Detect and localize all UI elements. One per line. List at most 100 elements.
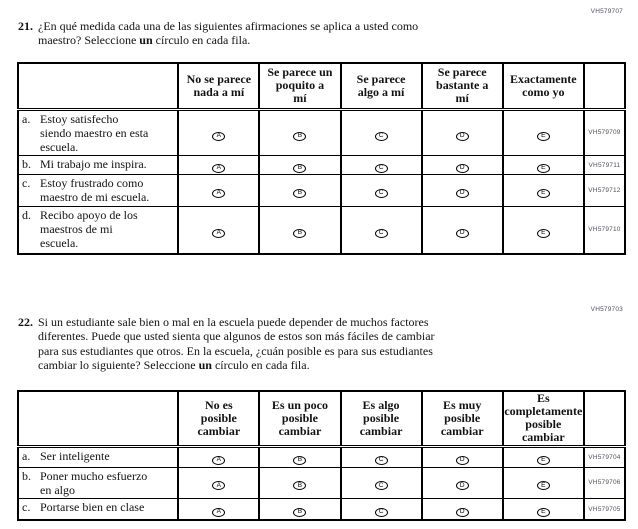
answer-circle-c[interactable]: C [374,189,388,199]
answer-circle-b[interactable]: B [293,189,307,199]
question-21: 21. ¿En qué medida cada una de las sigui… [18,19,470,48]
q21d-statement: d. Recibo apoyo de los maestros de mi esc… [16,205,180,255]
q21a-statement: a. Estoy satisfecho siendo maestro en est… [16,108,180,157]
answer-circle-d[interactable]: D [455,481,469,491]
answer-circle-d[interactable]: D [455,163,469,173]
q21c-statement: c. Estoy frustrado como maestro de mi esc… [16,174,180,207]
answer-circle-b[interactable]: B [293,507,307,517]
q22-header-row: No es posible cambiar Es un poco posible… [16,390,627,448]
q21b-statement: b. Mi trabajo me inspira. [16,155,180,176]
q22c-item-text: Portarse bien en clase [40,499,145,514]
q22b-row-code: VH579706 [582,466,627,499]
q21-header-blank [16,62,180,111]
q22c-item-letter: c. [22,499,31,514]
q22a-item-letter: a. [22,448,31,463]
q21a-row-code: VH579709 [582,108,627,157]
q22-header-col4: Es muy posible cambiar [420,390,504,448]
question-21-text-bold: un [139,33,153,48]
answer-circle-a[interactable]: A [212,189,226,199]
q22c-statement: c. Portarse bien en clase [16,497,180,521]
answer-circle-a[interactable]: A [212,131,226,141]
q22-response-table: No es posible cambiar Es un poco posible… [16,390,627,522]
q22a-item-text: Ser inteligente [40,448,110,463]
answer-circle-b[interactable]: B [293,131,307,141]
q21d-item-letter: d. [22,207,31,222]
answer-circle-e[interactable]: E [536,455,550,465]
answer-circle-a[interactable]: A [212,228,226,238]
question-21-text-after: círculo en cada fila. [152,33,251,48]
answer-circle-a[interactable]: A [212,507,226,517]
q21b-item-text: Mi trabajo me inspira. [40,157,147,172]
q21c-item-text: Estoy frustrado como maestro de mi escue… [40,176,150,205]
q22-header-col2: Es un poco posible cambiar [258,390,342,448]
q22-header-code-col [582,390,627,448]
answer-circle-d[interactable]: D [455,507,469,517]
q21-header-col4: Se parece bastante a mí [420,62,504,111]
answer-circle-c[interactable]: C [374,481,388,491]
answer-circle-e[interactable]: E [536,228,550,238]
q22-header-col3: Es algo posible cambiar [339,390,423,448]
answer-circle-e[interactable]: E [536,163,550,173]
q21-header-col1: No se parece nada a mí [177,62,261,111]
question-22-number: 22. [18,315,33,329]
q21-header-col3: Se parece algo a mí [339,62,423,111]
table-row-q22c: c. Portarse bien en clase A B C D E VH579… [16,497,627,521]
table-row-q21d: d. Recibo apoyo de los maestros de mi esc… [16,205,627,255]
answer-circle-c[interactable]: C [374,455,388,465]
q21-header-col5: Exactamente como yo [501,62,585,111]
answer-circle-b[interactable]: B [293,455,307,465]
answer-circle-e[interactable]: E [536,507,550,517]
answer-circle-a[interactable]: A [212,455,226,465]
answer-circle-d[interactable]: D [455,455,469,465]
answer-circle-c[interactable]: C [374,507,388,517]
q21-header-col2: Se parece un poquito a mí [258,62,342,111]
q21-header-code-col [582,62,627,111]
answer-circle-e[interactable]: E [536,481,550,491]
answer-circle-d[interactable]: D [455,189,469,199]
answer-circle-b[interactable]: B [293,228,307,238]
q22-header-col1: No es posible cambiar [177,390,261,448]
q22-header-col5: Es completamente posible cambiar [501,390,585,448]
answer-circle-a[interactable]: A [212,163,226,173]
q21b-row-code: VH579711 [582,155,627,176]
question-21-code: VH579707 [590,8,623,15]
answer-circle-d[interactable]: D [455,228,469,238]
answer-circle-e[interactable]: E [536,189,550,199]
q22b-item-text: Poner mucho esfuerzo en algo [40,468,148,497]
question-21-text: ¿En qué medida cada una de las siguiente… [38,19,418,48]
question-22-text: Si un estudiante sale bien o mal en la e… [38,315,435,372]
question-22-text-after: círculo en cada fila. [211,357,310,372]
q21d-row-code: VH579710 [582,205,627,255]
question-22-code: VH579703 [590,306,623,313]
q21a-item-text: Estoy satisfecho siendo maestro en esta … [40,111,149,154]
answer-circle-c[interactable]: C [374,163,388,173]
q21b-item-letter: b. [22,157,31,172]
q21-header-row: No se parece nada a mí Se parece un poqu… [16,62,627,111]
q21c-row-code: VH579712 [582,174,627,207]
answer-circle-c[interactable]: C [374,131,388,141]
q21c-item-letter: c. [22,176,31,191]
q22b-statement: b. Poner mucho esfuerzo en algo [16,466,180,499]
answer-circle-e[interactable]: E [536,131,550,141]
question-22-text-bold: un [198,357,212,372]
question-22-text-before: Si un estudiante sale bien o mal en la e… [38,315,435,372]
q22a-statement: a. Ser inteligente [16,445,180,468]
question-22: 22. Si un estudiante sale bien o mal en … [18,315,543,372]
q22a-row-code: VH579704 [582,445,627,468]
answer-circle-c[interactable]: C [374,228,388,238]
answer-circle-b[interactable]: B [293,163,307,173]
table-row-q21b: b. Mi trabajo me inspira. A B C D E VH579… [16,155,627,176]
q22c-row-code: VH579705 [582,497,627,521]
answer-circle-d[interactable]: D [455,131,469,141]
q21a-item-letter: a. [22,111,31,126]
answer-circle-b[interactable]: B [293,481,307,491]
q22b-item-letter: b. [22,468,31,483]
table-row-q22a: a. Ser inteligente A B C D E VH579704 [16,445,627,468]
answer-circle-a[interactable]: A [212,481,226,491]
q21d-item-text: Recibo apoyo de los maestros de mi escue… [40,207,138,250]
question-21-text-before: ¿En qué medida cada una de las siguiente… [38,19,419,48]
question-21-number: 21. [18,19,33,33]
table-row-q22b: b. Poner mucho esfuerzo en algo A B C D E… [16,466,627,499]
q21-response-table: No se parece nada a mí Se parece un poqu… [16,62,627,256]
